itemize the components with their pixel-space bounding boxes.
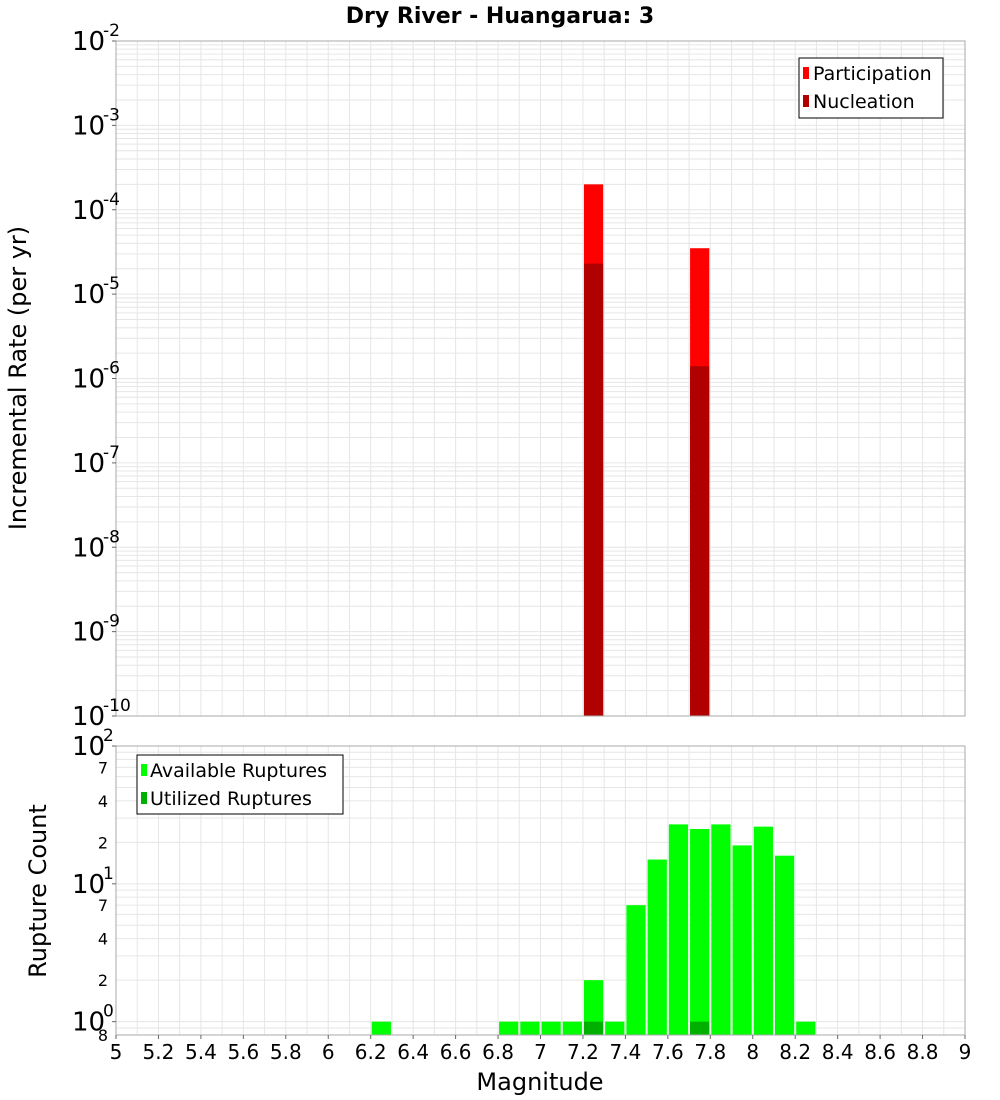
x-tick-label: 5.2 xyxy=(143,1040,175,1064)
available-ruptures-bar xyxy=(541,1021,561,1035)
count-y-tick-base: 10 xyxy=(72,870,105,900)
x-tick-label: 7 xyxy=(534,1040,547,1064)
rate-y-tick-exponent: -7 xyxy=(103,443,120,463)
available-ruptures-bar xyxy=(732,845,752,1035)
x-tick-label: 8.2 xyxy=(779,1040,811,1064)
available-ruptures-bar xyxy=(605,1021,625,1035)
x-ticks: 5 5.2 5.4 5.6 5.8 6 6.2 6.4 6.6 6.8 7 7.2 7.4 7.6 7.8 8… xyxy=(110,1035,972,1064)
count-y-minor-tick-label: 7 xyxy=(98,896,108,915)
x-tick-label: 9 xyxy=(959,1040,972,1064)
x-tick-label: 6 xyxy=(322,1040,335,1064)
count-y-minor-tick-label: 2 xyxy=(98,833,108,852)
available-ruptures-bar xyxy=(520,1021,540,1035)
nucleation-bar xyxy=(690,366,710,716)
available-ruptures-bar xyxy=(562,1021,582,1035)
available-ruptures-bar xyxy=(626,905,646,1035)
available-ruptures-bar xyxy=(753,826,773,1035)
chart-title: Dry River - Huangarua: 3 xyxy=(346,4,654,29)
available-legend-swatch xyxy=(141,764,147,776)
available-ruptures-bar xyxy=(774,855,795,1035)
available-ruptures-bar xyxy=(711,824,731,1035)
x-tick-label: 8.8 xyxy=(907,1040,939,1064)
rate-y-tick-exponent: -3 xyxy=(103,105,120,125)
rate-y-tick-exponent: -2 xyxy=(103,21,120,41)
rate-y-tick-exponent: -4 xyxy=(103,190,120,210)
count-y-tick-exponent: 2 xyxy=(103,726,114,746)
count-grid xyxy=(115,746,966,1036)
nucleation-legend-label: Nucleation xyxy=(813,91,915,113)
x-tick-label: 8.4 xyxy=(822,1040,854,1064)
participation-legend-label: Participation xyxy=(813,63,932,85)
rate-grid xyxy=(115,41,966,717)
x-axis-label: Magnitude xyxy=(476,1068,603,1096)
available-ruptures-bar xyxy=(668,824,689,1035)
nucleation-bar xyxy=(583,263,604,716)
x-tick-label: 5 xyxy=(110,1040,123,1064)
nucleation-legend-swatch xyxy=(803,95,809,107)
rate-y-tick-base: 10 xyxy=(72,27,105,57)
rate-legend: Participation Nucleation xyxy=(798,57,944,119)
rate-y-tick-base: 10 xyxy=(72,280,105,310)
available-legend-label: Available Ruptures xyxy=(150,760,327,782)
x-tick-label: 5.4 xyxy=(185,1040,217,1064)
available-ruptures-bar xyxy=(796,1021,816,1035)
rate-y-tick-base: 10 xyxy=(72,365,105,395)
x-tick-label: 6.2 xyxy=(355,1040,387,1064)
rate-y-tick-base: 10 xyxy=(72,196,105,226)
count-y-minor-tick-label: 8 xyxy=(98,1026,108,1045)
count-bars xyxy=(371,824,816,1035)
rate-y-axis-label: Incremental Rate (per yr) xyxy=(4,226,32,530)
x-tick-label: 6.6 xyxy=(440,1040,472,1064)
available-ruptures-bar xyxy=(371,1021,391,1035)
count-y-tick-base: 10 xyxy=(72,1008,105,1038)
x-tick-label: 8.6 xyxy=(864,1040,896,1064)
x-tick-label: 8 xyxy=(746,1040,759,1064)
x-tick-label: 7.4 xyxy=(609,1040,641,1064)
rate-y-tick-exponent: -8 xyxy=(103,527,120,547)
x-tick-label: 5.6 xyxy=(227,1040,259,1064)
x-tick-label: 6.8 xyxy=(482,1040,514,1064)
count-y-minor-tick-label: 4 xyxy=(98,930,108,949)
rate-y-tick-exponent: -9 xyxy=(103,612,120,632)
rate-bars xyxy=(583,184,710,717)
utilized-legend-label: Utilized Ruptures xyxy=(150,788,312,810)
rate-y-tick-base: 10 xyxy=(72,449,105,479)
rate-y-tick-base: 10 xyxy=(72,702,105,732)
participation-legend-swatch xyxy=(803,67,809,79)
x-tick-label: 5.8 xyxy=(270,1040,302,1064)
rate-legend-box xyxy=(798,57,944,119)
x-tick-label: 7.6 xyxy=(652,1040,684,1064)
rate-y-tick-base: 10 xyxy=(72,618,105,648)
available-ruptures-bar xyxy=(583,980,604,1035)
rate-y-tick-exponent: -5 xyxy=(103,274,120,294)
rate-y-tick-exponent: -10 xyxy=(103,696,131,716)
count-y-minor-tick-label: 4 xyxy=(98,792,108,811)
available-ruptures-bar xyxy=(499,1021,519,1035)
count-y-minor-tick-label: 7 xyxy=(98,758,108,777)
rate-y-tick-exponent: -6 xyxy=(103,359,120,379)
count-y-tick-base: 10 xyxy=(72,732,105,762)
utilized-legend-swatch xyxy=(141,792,147,804)
x-tick-label: 6.4 xyxy=(397,1040,429,1064)
x-tick-label: 7.8 xyxy=(694,1040,726,1064)
utilized-ruptures-bar xyxy=(583,1021,604,1035)
x-tick-label: 7.2 xyxy=(567,1040,599,1064)
available-ruptures-bar xyxy=(690,828,710,1035)
available-ruptures-bar xyxy=(647,859,667,1035)
rate-y-tick-base: 10 xyxy=(72,111,105,141)
count-legend-box xyxy=(136,754,344,815)
rate-y-tick-base: 10 xyxy=(72,533,105,563)
count-y-tick-exponent: 0 xyxy=(103,1002,114,1022)
count-y-minor-tick-label: 2 xyxy=(98,971,108,990)
utilized-ruptures-bar xyxy=(690,1021,710,1035)
count-y-tick-exponent: 1 xyxy=(103,864,114,884)
count-legend: Available Ruptures Utilized Ruptures xyxy=(136,754,344,815)
count-y-axis-label: Rupture Count xyxy=(24,804,52,978)
